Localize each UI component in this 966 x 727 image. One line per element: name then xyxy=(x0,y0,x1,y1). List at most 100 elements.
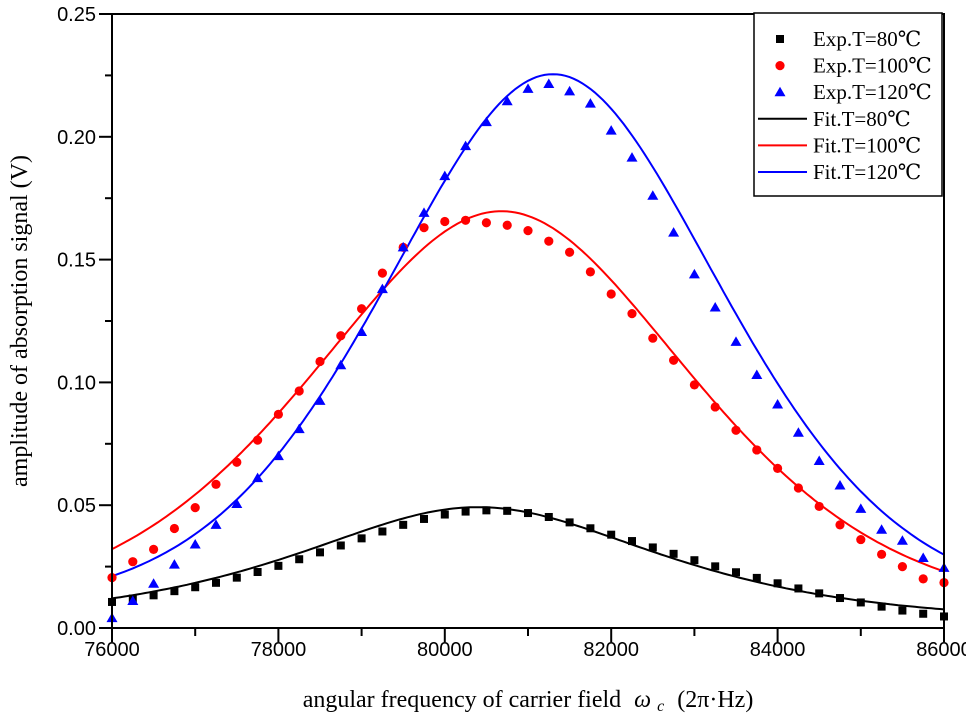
exp-point-100 xyxy=(752,445,762,455)
exp-point-100 xyxy=(877,549,887,559)
exp-point-120 xyxy=(127,595,139,605)
exp-point-120 xyxy=(272,450,284,461)
exp-point-120 xyxy=(314,395,326,405)
exp-point-100 xyxy=(273,409,283,419)
y-axis-tick-label: 0.10 xyxy=(57,372,96,394)
exp-point-100 xyxy=(336,331,346,341)
y-axis-tick-label: 0.05 xyxy=(57,495,96,517)
legend: Exp.T=80℃Exp.T=100℃Exp.T=120℃Fit.T=80℃Fi… xyxy=(753,12,943,197)
exp-point-120 xyxy=(647,190,659,200)
exp-point-80 xyxy=(212,578,220,587)
exp-point-80 xyxy=(815,589,824,598)
exp-point-120 xyxy=(522,83,534,93)
exp-point-100 xyxy=(440,216,450,227)
x-axis-tick-label: 78000 xyxy=(251,639,307,661)
exp-point-80 xyxy=(856,598,865,607)
legend-item-label: Exp.T=80℃ xyxy=(813,27,921,51)
exp-point-80 xyxy=(482,506,491,515)
exp-point-120 xyxy=(792,427,804,437)
exp-point-80 xyxy=(420,514,428,523)
exp-point-120 xyxy=(813,455,825,465)
exp-point-100 xyxy=(149,544,159,555)
exp-point-120 xyxy=(335,359,347,370)
exp-point-120 xyxy=(668,227,680,237)
exp-point-80 xyxy=(170,587,179,596)
exp-point-80 xyxy=(253,568,262,577)
x-axis-tick-label: 82000 xyxy=(583,639,639,661)
plot-frame xyxy=(111,13,945,629)
exp-point-120 xyxy=(397,241,409,252)
exp-point-120 xyxy=(210,519,222,529)
exp-point-80 xyxy=(440,510,449,519)
exp-point-80 xyxy=(295,555,304,564)
exp-point-80 xyxy=(232,573,241,582)
exp-point-80 xyxy=(690,556,699,565)
x-axis-title-subscript: c xyxy=(657,698,664,715)
legend-item-label: Fit.T=120℃ xyxy=(813,160,921,184)
exp-point-100 xyxy=(128,557,138,567)
exp-point-80 xyxy=(752,573,761,582)
exp-point-120 xyxy=(252,472,264,483)
exp-point-120 xyxy=(148,578,160,588)
axis-ticks-group xyxy=(99,13,945,642)
exp-point-80 xyxy=(336,541,345,550)
y-axis-tick-label: 0.15 xyxy=(57,250,96,272)
x-axis-title-unit: (2π·Hz) xyxy=(677,687,753,713)
legend-item-label: Fit.T=100℃ xyxy=(813,133,921,157)
x-axis-title: angular frequency of carrier field ω c (… xyxy=(303,687,754,717)
exp-point-120 xyxy=(543,78,555,88)
exp-point-80 xyxy=(149,591,158,600)
exp-point-100 xyxy=(710,402,720,412)
exp-point-80 xyxy=(919,609,928,618)
exp-point-80 xyxy=(191,583,200,592)
exp-point-100 xyxy=(315,356,325,367)
exp-point-80 xyxy=(399,520,408,529)
exp-point-80 xyxy=(565,518,574,527)
legend-marker-square xyxy=(776,35,784,43)
exp-point-100 xyxy=(253,435,263,445)
x-axis-title-prefix: angular frequency of carrier field xyxy=(303,687,621,713)
exp-point-100 xyxy=(169,523,179,534)
exp-point-80 xyxy=(544,512,553,521)
exp-point-100 xyxy=(606,289,616,299)
exp-point-120 xyxy=(917,552,929,563)
legend-item-label: Exp.T=120℃ xyxy=(813,80,932,104)
exp-point-80 xyxy=(607,530,616,539)
x-axis-tick-label: 76000 xyxy=(84,639,140,661)
exp-point-120 xyxy=(376,283,388,294)
exp-point-100 xyxy=(773,463,783,473)
exp-point-100 xyxy=(918,574,928,584)
exp-point-100 xyxy=(793,483,804,493)
exp-point-100 xyxy=(835,520,845,530)
exp-point-100 xyxy=(565,247,575,257)
exp-point-100 xyxy=(211,479,221,489)
exp-point-100 xyxy=(232,457,242,467)
exp-point-80 xyxy=(274,561,283,570)
exp-point-100 xyxy=(856,534,866,545)
x-axis-tick-label: 84000 xyxy=(750,639,806,661)
exp-point-80 xyxy=(378,527,387,536)
exp-point-120 xyxy=(189,538,201,549)
exp-point-100 xyxy=(461,215,471,225)
exp-point-80 xyxy=(836,594,844,603)
exp-point-80 xyxy=(711,562,720,571)
exp-point-100 xyxy=(689,380,700,390)
x-axis-title-omega: ω xyxy=(634,687,651,713)
exp-point-120 xyxy=(293,423,305,434)
y-axis-tick-label: 0.20 xyxy=(57,127,96,149)
y-axis-tick-label: 0.00 xyxy=(57,618,96,640)
y-axis-tick-label: 0.25 xyxy=(57,4,96,26)
fit-curve-100 xyxy=(112,210,944,573)
exp-point-120 xyxy=(418,207,430,217)
exp-point-100 xyxy=(648,333,658,343)
exp-point-80 xyxy=(794,584,803,593)
exp-point-80 xyxy=(357,534,366,543)
exp-point-120 xyxy=(688,268,700,279)
data-markers-group xyxy=(106,78,950,623)
exp-point-80 xyxy=(669,549,678,558)
exp-point-100 xyxy=(544,236,554,246)
exp-point-120 xyxy=(730,336,742,346)
exp-point-120 xyxy=(605,125,617,135)
